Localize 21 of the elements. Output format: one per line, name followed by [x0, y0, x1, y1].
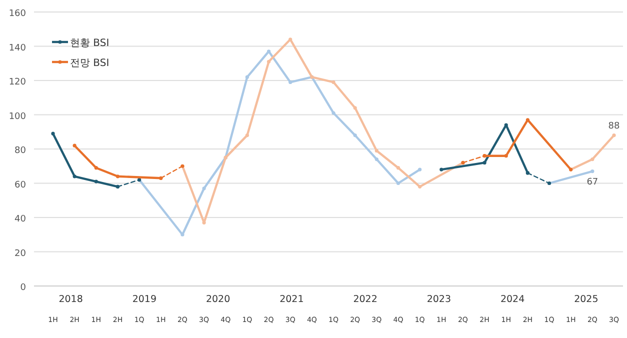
y-tick-label: 80 — [14, 146, 26, 156]
text: 2023 — [426, 294, 452, 305]
y-tick-label: 100 — [8, 112, 26, 122]
text: 2018 — [58, 294, 83, 305]
text: 2019 — [132, 294, 157, 305]
text: 2020 — [206, 294, 230, 305]
y-tick-label: 120 — [8, 78, 26, 88]
y-tick-label: 160 — [8, 9, 26, 19]
legend-label: 현황 BSI — [70, 38, 110, 49]
text: 2024 — [500, 294, 525, 305]
y-tick-label: 40 — [14, 214, 26, 224]
text: 2025 — [574, 294, 598, 305]
legend-label: 전망 BSI — [70, 58, 110, 69]
y-tick-label: 0 — [20, 283, 26, 293]
data-label: 88 — [608, 121, 620, 132]
y-tick-label: 140 — [8, 43, 26, 54]
data-label: 67 — [586, 177, 598, 188]
text: 2021 — [280, 294, 304, 305]
text: 2022 — [353, 294, 378, 305]
y-tick-label: 60 — [14, 180, 26, 190]
y-tick-label: 20 — [14, 248, 26, 259]
